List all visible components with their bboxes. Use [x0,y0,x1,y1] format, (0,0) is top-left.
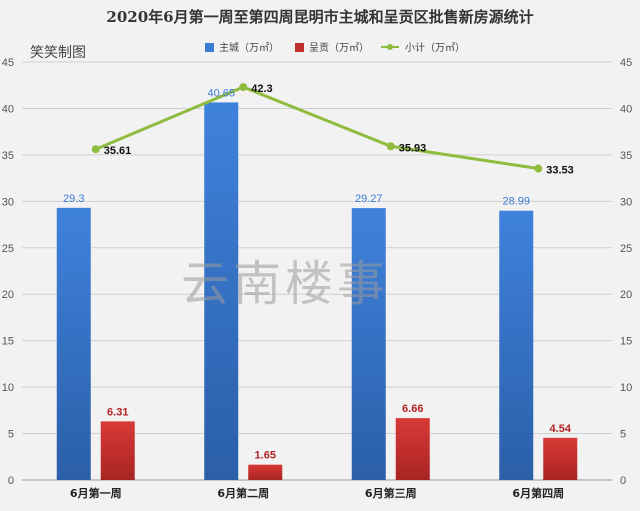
data-label-main: 28.99 [502,196,530,208]
total-line [91,83,543,173]
total-point [534,164,543,173]
total-point [91,145,100,154]
x-tick-label: 6月第一周 [70,486,122,500]
axes: 0 0 5 5 10 10 15 15 20 20 25 25 30 30 35 35 40 40 45 45 6月第一… [2,57,633,500]
chart-title: 2020年6月第一周至第四周昆明市主城和呈贡区批售新房源统计 [106,8,534,26]
data-label-main: 29.3 [63,193,84,205]
total-point [386,142,395,151]
y-tick-label-right: 45 [620,57,632,69]
legend: 主城（万㎡） 呈贡（万㎡） 小计（万㎡） [205,41,465,54]
y-tick-label-left: 0 [8,475,14,487]
legend-label: 主城（万㎡） [219,42,279,54]
y-tick-label-right: 15 [620,336,632,348]
y-tick-label-left: 35 [2,150,14,162]
legend-marker [387,44,393,50]
bar-chenggong [100,421,135,480]
x-tick-label: 6月第四周 [512,486,564,500]
y-tick-label-right: 25 [620,243,632,255]
data-labels: 29.3 6.31 40.65 1.65 29.27 6.66 28.99 4.54 35.61… [63,83,574,462]
y-tick-label-left: 20 [2,289,14,301]
bar-chenggong [248,464,283,480]
data-label-chenggong: 6.31 [107,406,128,418]
x-tick-label: 6月第二周 [217,486,269,500]
data-label-total: 35.93 [399,142,427,154]
data-label-main: 40.65 [207,87,235,99]
y-tick-label-left: 40 [2,103,14,115]
y-tick-label-left: 30 [2,196,14,208]
bar-chenggong [395,418,430,480]
bar-main [56,207,91,480]
data-label-total: 35.61 [104,145,132,157]
data-label-chenggong: 6.66 [402,403,423,415]
y-tick-label-right: 30 [620,196,632,208]
bar-main [351,208,386,480]
legend-label: 小计（万㎡） [405,41,465,54]
y-tick-label-right: 0 [620,475,626,487]
total-point [239,83,248,92]
y-tick-label-right: 35 [620,150,632,162]
data-label-total: 33.53 [546,165,574,177]
legend-swatch [295,43,304,52]
total-line-path [95,85,539,171]
data-label-chenggong: 1.65 [255,450,276,462]
bars [56,102,578,480]
bar-main [204,102,239,480]
y-tick-label-left: 10 [2,382,14,394]
bar-main [499,210,534,480]
data-label-main: 29.27 [355,193,383,205]
credit-label: 笑笑制图 [30,45,86,61]
y-tick-label-right: 5 [620,429,626,441]
y-tick-label-right: 10 [620,382,632,394]
y-tick-label-left: 5 [8,429,14,441]
legend-swatch [205,43,214,52]
legend-label: 呈贡（万㎡） [309,42,369,54]
y-tick-label-right: 40 [620,103,632,115]
y-tick-label-left: 15 [2,336,14,348]
watermark: 云南楼事 [181,256,389,312]
y-tick-label-left: 45 [2,57,14,69]
data-label-total: 42.3 [251,83,272,95]
y-tick-label-left: 25 [2,243,14,255]
y-tick-label-right: 20 [620,289,632,301]
bar-chenggong [543,437,578,480]
x-tick-label: 6月第三周 [365,486,417,500]
data-label-chenggong: 4.54 [550,423,572,435]
